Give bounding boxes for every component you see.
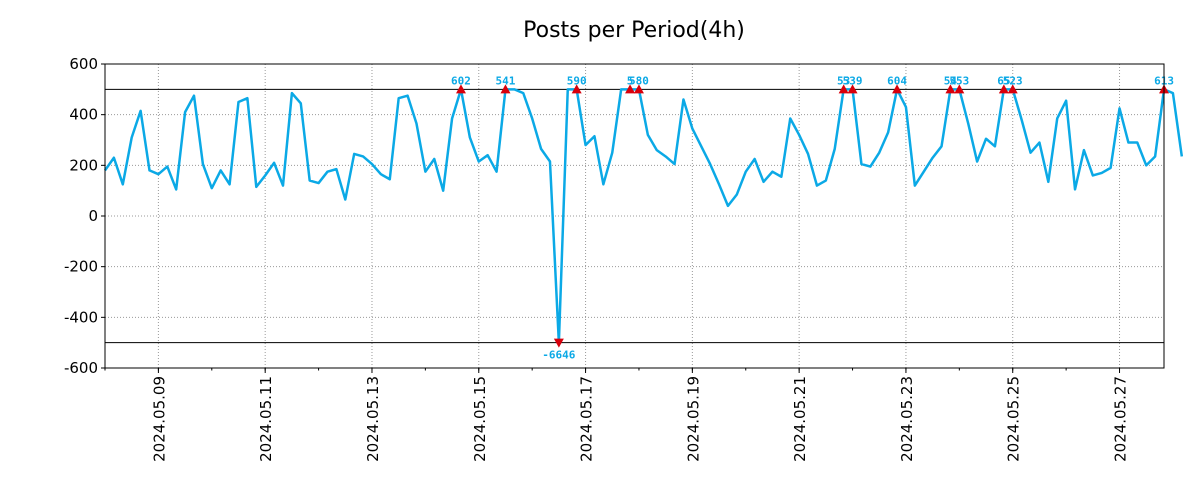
outlier-label: 54: [944, 74, 958, 87]
outlier-marker: [954, 84, 965, 94]
outlier-marker: [892, 84, 903, 94]
outlier-marker: [998, 84, 1009, 94]
outlier-marker: [838, 84, 849, 94]
grid-layer: [105, 64, 1164, 368]
outlier-label: 604: [887, 74, 907, 87]
y-tick-label: -600: [64, 359, 98, 377]
outlier-marker: [633, 84, 644, 94]
x-tick-label: 2024.05.25: [1005, 376, 1023, 462]
outlier-label: 590: [567, 74, 587, 87]
y-axis: -600 -400 -200 0 200 400 600: [64, 55, 105, 377]
x-tick-label: 2024.05.27: [1112, 376, 1130, 462]
x-tick-label: 2024.05.11: [257, 376, 275, 462]
outlier-marker: [625, 84, 636, 94]
outlier-marker: [500, 84, 511, 94]
outlier-label: 541: [496, 74, 516, 87]
outlier-label: 553: [949, 74, 969, 87]
x-tick-label: 2024.05.21: [791, 376, 809, 462]
outlier-label: 523: [1003, 74, 1023, 87]
x-tick-label: 2024.05.23: [898, 376, 916, 462]
series-layer: [103, 88, 1184, 344]
outlier-label: 602: [451, 74, 471, 87]
outlier-marker: [945, 84, 956, 94]
x-tick-label: 2024.05.13: [364, 376, 382, 462]
x-tick-label: 2024.05.15: [471, 376, 489, 462]
chart-title: Posts per Period(4h): [523, 18, 745, 43]
series-line-posts: [103, 88, 1184, 344]
outlier-label: 5: [627, 74, 634, 87]
outlier-label: 65: [997, 74, 1010, 87]
x-tick-label: 2024.05.09: [150, 376, 168, 462]
outlier-marker: [455, 84, 466, 94]
x-tick-label: 2024.05.19: [684, 376, 702, 462]
outlier-marker: [553, 338, 564, 348]
x-axis: 2024.05.09 2024.05.11 2024.05.13 2024.05.15…: [104, 368, 1130, 462]
y-tick-label: -200: [64, 258, 98, 276]
outlier-label: 580: [629, 74, 649, 87]
y-tick-label: 600: [69, 55, 98, 73]
outlier-label: 53: [837, 74, 850, 87]
y-tick-label: -400: [64, 308, 98, 326]
outlier-marker: [847, 84, 858, 94]
outlier-label: -6646: [542, 349, 575, 362]
x-tick-label: 2024.05.17: [578, 376, 596, 462]
y-tick-label: 400: [69, 106, 98, 124]
outlier-label: 539: [843, 74, 863, 87]
outlier-marker: [1007, 84, 1018, 94]
y-tick-label: 0: [88, 207, 98, 225]
y-tick-label: 200: [69, 156, 98, 174]
outlier-marker: [571, 84, 582, 94]
